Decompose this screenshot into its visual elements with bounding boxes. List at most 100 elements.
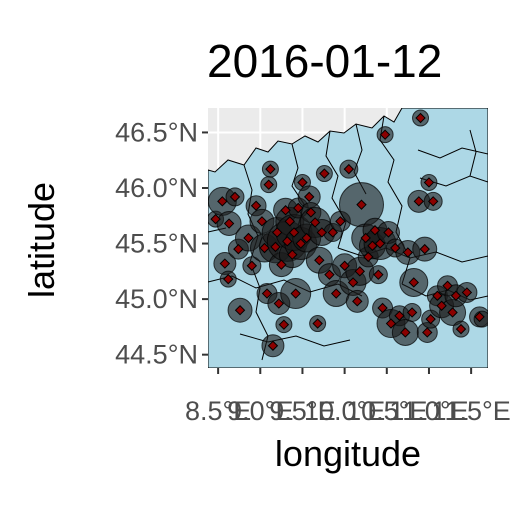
station-marker-70 (425, 313, 436, 325)
station-marker-58 (385, 318, 397, 329)
station-marker-45 (347, 277, 359, 288)
station-marker-49 (360, 232, 371, 244)
station-marker-77 (455, 323, 467, 335)
station-marker-28 (293, 202, 304, 214)
station-marker-74 (442, 280, 453, 291)
station-marker-64 (408, 277, 419, 288)
station-marker-59 (390, 242, 401, 254)
station-marker-0 (210, 213, 221, 225)
station-marker-1 (217, 196, 228, 207)
station-marker-26 (288, 227, 300, 238)
station-marker-11 (256, 216, 268, 227)
y-axis: 44.5°N 45.0°N 45.5°N 46.0°N 46.5°N (115, 117, 208, 370)
x-axis: 8.5°E9.0°E9.5°E10.0°E10.5°E11.0°E11.5°E (185, 368, 511, 426)
x-axis-title: longitude (275, 433, 421, 474)
y-tick-label-2: 45.5°N (115, 229, 198, 259)
station-marker-6 (233, 243, 244, 255)
station-marker-20 (276, 259, 287, 270)
plot-panel (208, 108, 488, 368)
station-marker-69 (423, 177, 435, 188)
station-marker-75 (447, 307, 458, 318)
station-marker-43 (339, 260, 350, 271)
x-tick-label-6: 11.5°E (431, 396, 510, 426)
x-tick-label-4: 10.5°E (346, 396, 427, 426)
station-marker-79 (474, 311, 485, 323)
station-marker-36 (314, 255, 325, 266)
station-marker-8 (243, 232, 254, 244)
station-marker-65 (413, 196, 425, 207)
station-marker-72 (432, 290, 443, 301)
station-marker-46 (352, 296, 363, 307)
station-marker-2 (223, 218, 235, 229)
station-marker-51 (367, 240, 378, 251)
station-marker-37 (316, 227, 328, 238)
station-marker-38 (319, 168, 330, 179)
station-marker-35 (312, 318, 323, 329)
y-tick-label-3: 46.0°N (115, 173, 198, 203)
station-marker-10 (250, 200, 262, 211)
station-marker-61 (400, 327, 411, 338)
y-tick-label-0: 44.5°N (115, 340, 198, 370)
station-marker-3 (219, 258, 231, 269)
station-marker-55 (377, 302, 388, 314)
station-markers (210, 112, 485, 351)
station-marker-60 (394, 310, 405, 321)
station-marker-67 (419, 243, 430, 255)
station-marker-14 (263, 179, 274, 190)
station-marker-19 (273, 298, 285, 309)
station-marker-7 (234, 305, 246, 316)
station-marker-13 (261, 288, 273, 299)
station-marker-33 (305, 207, 317, 218)
station-marker-9 (246, 260, 258, 271)
station-marker-32 (303, 191, 315, 203)
station-marker-73 (436, 300, 447, 311)
station-marker-23 (282, 236, 293, 247)
station-marker-41 (330, 288, 342, 299)
station-marker-71 (427, 196, 439, 207)
station-marker-25 (287, 249, 298, 260)
chart-title: 2016-01-12 (207, 35, 442, 87)
y-tick-label-1: 45.0°N (115, 284, 198, 314)
station-marker-18 (271, 227, 283, 238)
station-marker-78 (461, 287, 473, 298)
station-marker-52 (369, 225, 381, 236)
station-marker-62 (402, 247, 414, 258)
station-marker-44 (343, 163, 355, 175)
station-marker-15 (265, 163, 276, 175)
station-marker-17 (270, 241, 281, 253)
station-marker-57 (383, 227, 394, 238)
x-tick-label-5: 11.0°E (389, 396, 468, 426)
station-marker-16 (267, 340, 279, 351)
station-marker-29 (295, 238, 306, 249)
station-marker-66 (415, 112, 426, 124)
station-marker-76 (450, 290, 462, 301)
station-marker-68 (422, 327, 433, 338)
x-tick-label-2: 9.5°E (269, 396, 335, 426)
station-marker-30 (297, 177, 308, 188)
station-marker-54 (374, 238, 386, 249)
station-marker-4 (223, 273, 234, 285)
station-marker-56 (379, 129, 391, 140)
station-marker-21 (278, 319, 290, 330)
station-marker-47 (354, 266, 366, 277)
y-tick-label-4: 46.5°N (115, 117, 198, 147)
station-marker-40 (327, 227, 339, 238)
station-marker-31 (301, 232, 312, 244)
y-axis-title: latitude (21, 182, 62, 298)
x-tick-label-0: 8.5°E (185, 396, 251, 426)
station-marker-22 (280, 205, 291, 216)
station-marker-24 (284, 216, 296, 227)
station-marker-42 (335, 216, 346, 227)
station-marker-48 (356, 199, 367, 210)
station-marker-12 (259, 242, 270, 254)
station-marker-53 (373, 269, 384, 280)
station-marker-27 (290, 288, 301, 299)
station-marker-39 (324, 269, 335, 280)
station-marker-50 (363, 251, 374, 263)
station-marker-63 (406, 307, 418, 318)
x-tick-label-3: 10.0°E (304, 396, 385, 426)
station-marker-5 (229, 191, 241, 203)
x-tick-label-1: 9.0°E (227, 396, 293, 426)
station-marker-34 (309, 217, 321, 228)
